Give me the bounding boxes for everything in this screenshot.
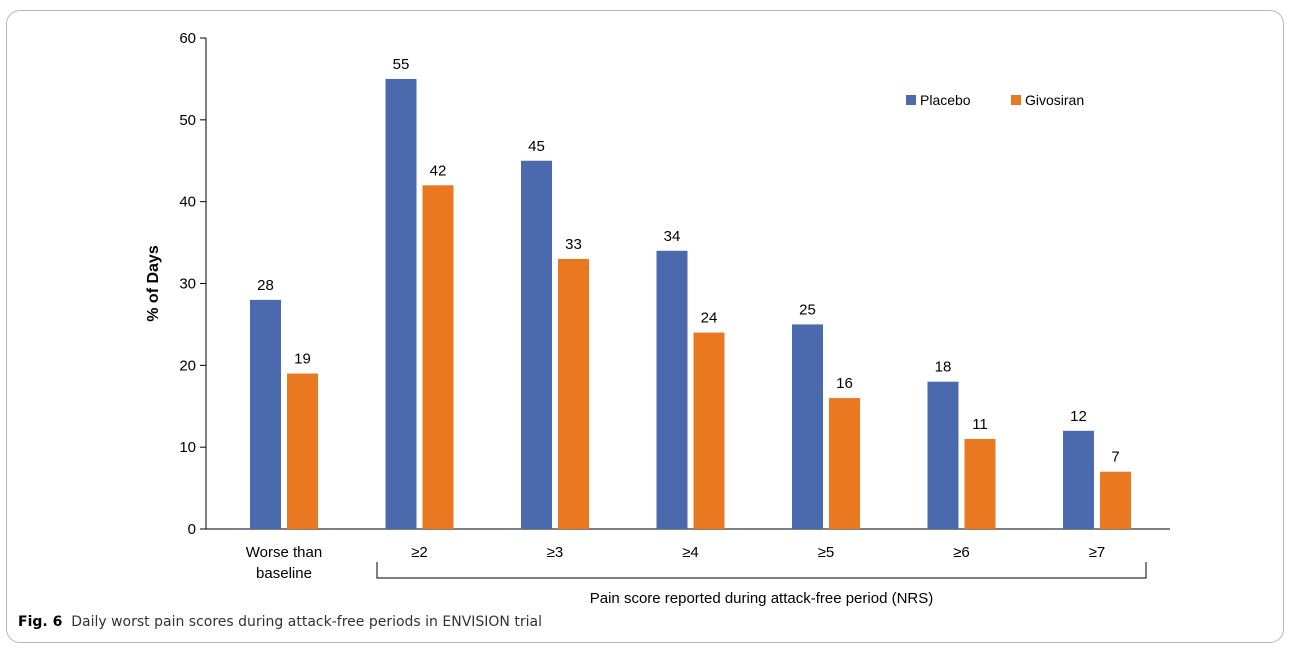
y-tick-label: 50 — [179, 112, 196, 129]
category-group-label: Pain score reported during attack-free p… — [590, 590, 934, 607]
data-label: 7 — [1111, 449, 1119, 466]
caption-label: Fig. 6 — [18, 614, 63, 630]
chart-axes: 0 10 20 30 40 50 60 % of Days — [145, 30, 1170, 579]
bar-placebo — [1063, 430, 1094, 529]
category-label: ≥2 — [411, 544, 428, 561]
data-label: 18 — [935, 359, 952, 376]
y-tick-label: 60 — [179, 30, 196, 47]
bar-givosiran — [964, 438, 996, 529]
category-label: ≥7 — [1089, 544, 1106, 561]
category-label: baseline — [256, 565, 312, 582]
y-tick-label: 0 — [188, 521, 196, 538]
bar-placebo — [385, 78, 417, 530]
category-label: ≥6 — [953, 544, 970, 561]
y-axis-label: % of Days — [145, 245, 162, 322]
y-tick-label: 20 — [179, 357, 196, 374]
figure-caption: Fig. 6 Daily worst pain scores during at… — [18, 614, 542, 630]
y-tick-label: 30 — [179, 276, 196, 293]
data-label: 25 — [799, 301, 816, 318]
data-label: 28 — [257, 277, 274, 294]
bar-givosiran — [558, 258, 589, 529]
data-label: 42 — [430, 162, 447, 179]
bar-givosiran — [693, 332, 725, 529]
y-tick-label: 10 — [179, 439, 196, 456]
bar-givosiran — [287, 373, 318, 529]
bar-givosiran — [829, 398, 860, 529]
data-label: 55 — [393, 56, 410, 73]
legend-label-placebo: Placebo — [920, 92, 971, 108]
bar-placebo — [521, 160, 552, 529]
chart-legend: Placebo Givosiran — [906, 92, 1084, 108]
figure-frame — [6, 10, 1284, 643]
category-label: ≥4 — [682, 544, 699, 561]
data-label: 16 — [836, 375, 853, 392]
bar-placebo — [792, 324, 823, 529]
data-label: 34 — [664, 228, 681, 245]
legend-swatch-givosiran — [1011, 95, 1021, 105]
bar-placebo — [927, 381, 959, 529]
category-label: ≥5 — [818, 544, 835, 561]
data-label: 12 — [1070, 408, 1087, 425]
legend-swatch-placebo — [906, 95, 916, 105]
chart-bars — [250, 78, 1131, 530]
y-tick-label: 40 — [179, 194, 196, 211]
bar-placebo — [656, 250, 688, 529]
data-label: 11 — [972, 416, 988, 433]
data-label: 45 — [528, 138, 545, 155]
category-label: ≥3 — [547, 544, 564, 561]
data-label: 33 — [565, 236, 582, 253]
bar-givosiran — [1100, 471, 1131, 529]
data-label: 19 — [294, 351, 311, 368]
chart-labels: 28 55 45 34 25 18 12 19 42 33 24 16 11 7 Worse than bas… — [246, 56, 1120, 607]
caption-text: Daily worst pain scores during attack-fr… — [71, 614, 542, 630]
category-bracket — [376, 562, 1147, 579]
category-label: Worse than — [246, 544, 322, 561]
bar-givosiran — [422, 185, 454, 530]
data-label: 24 — [701, 310, 718, 327]
bar-placebo — [250, 299, 281, 529]
legend-label-givosiran: Givosiran — [1025, 92, 1084, 108]
